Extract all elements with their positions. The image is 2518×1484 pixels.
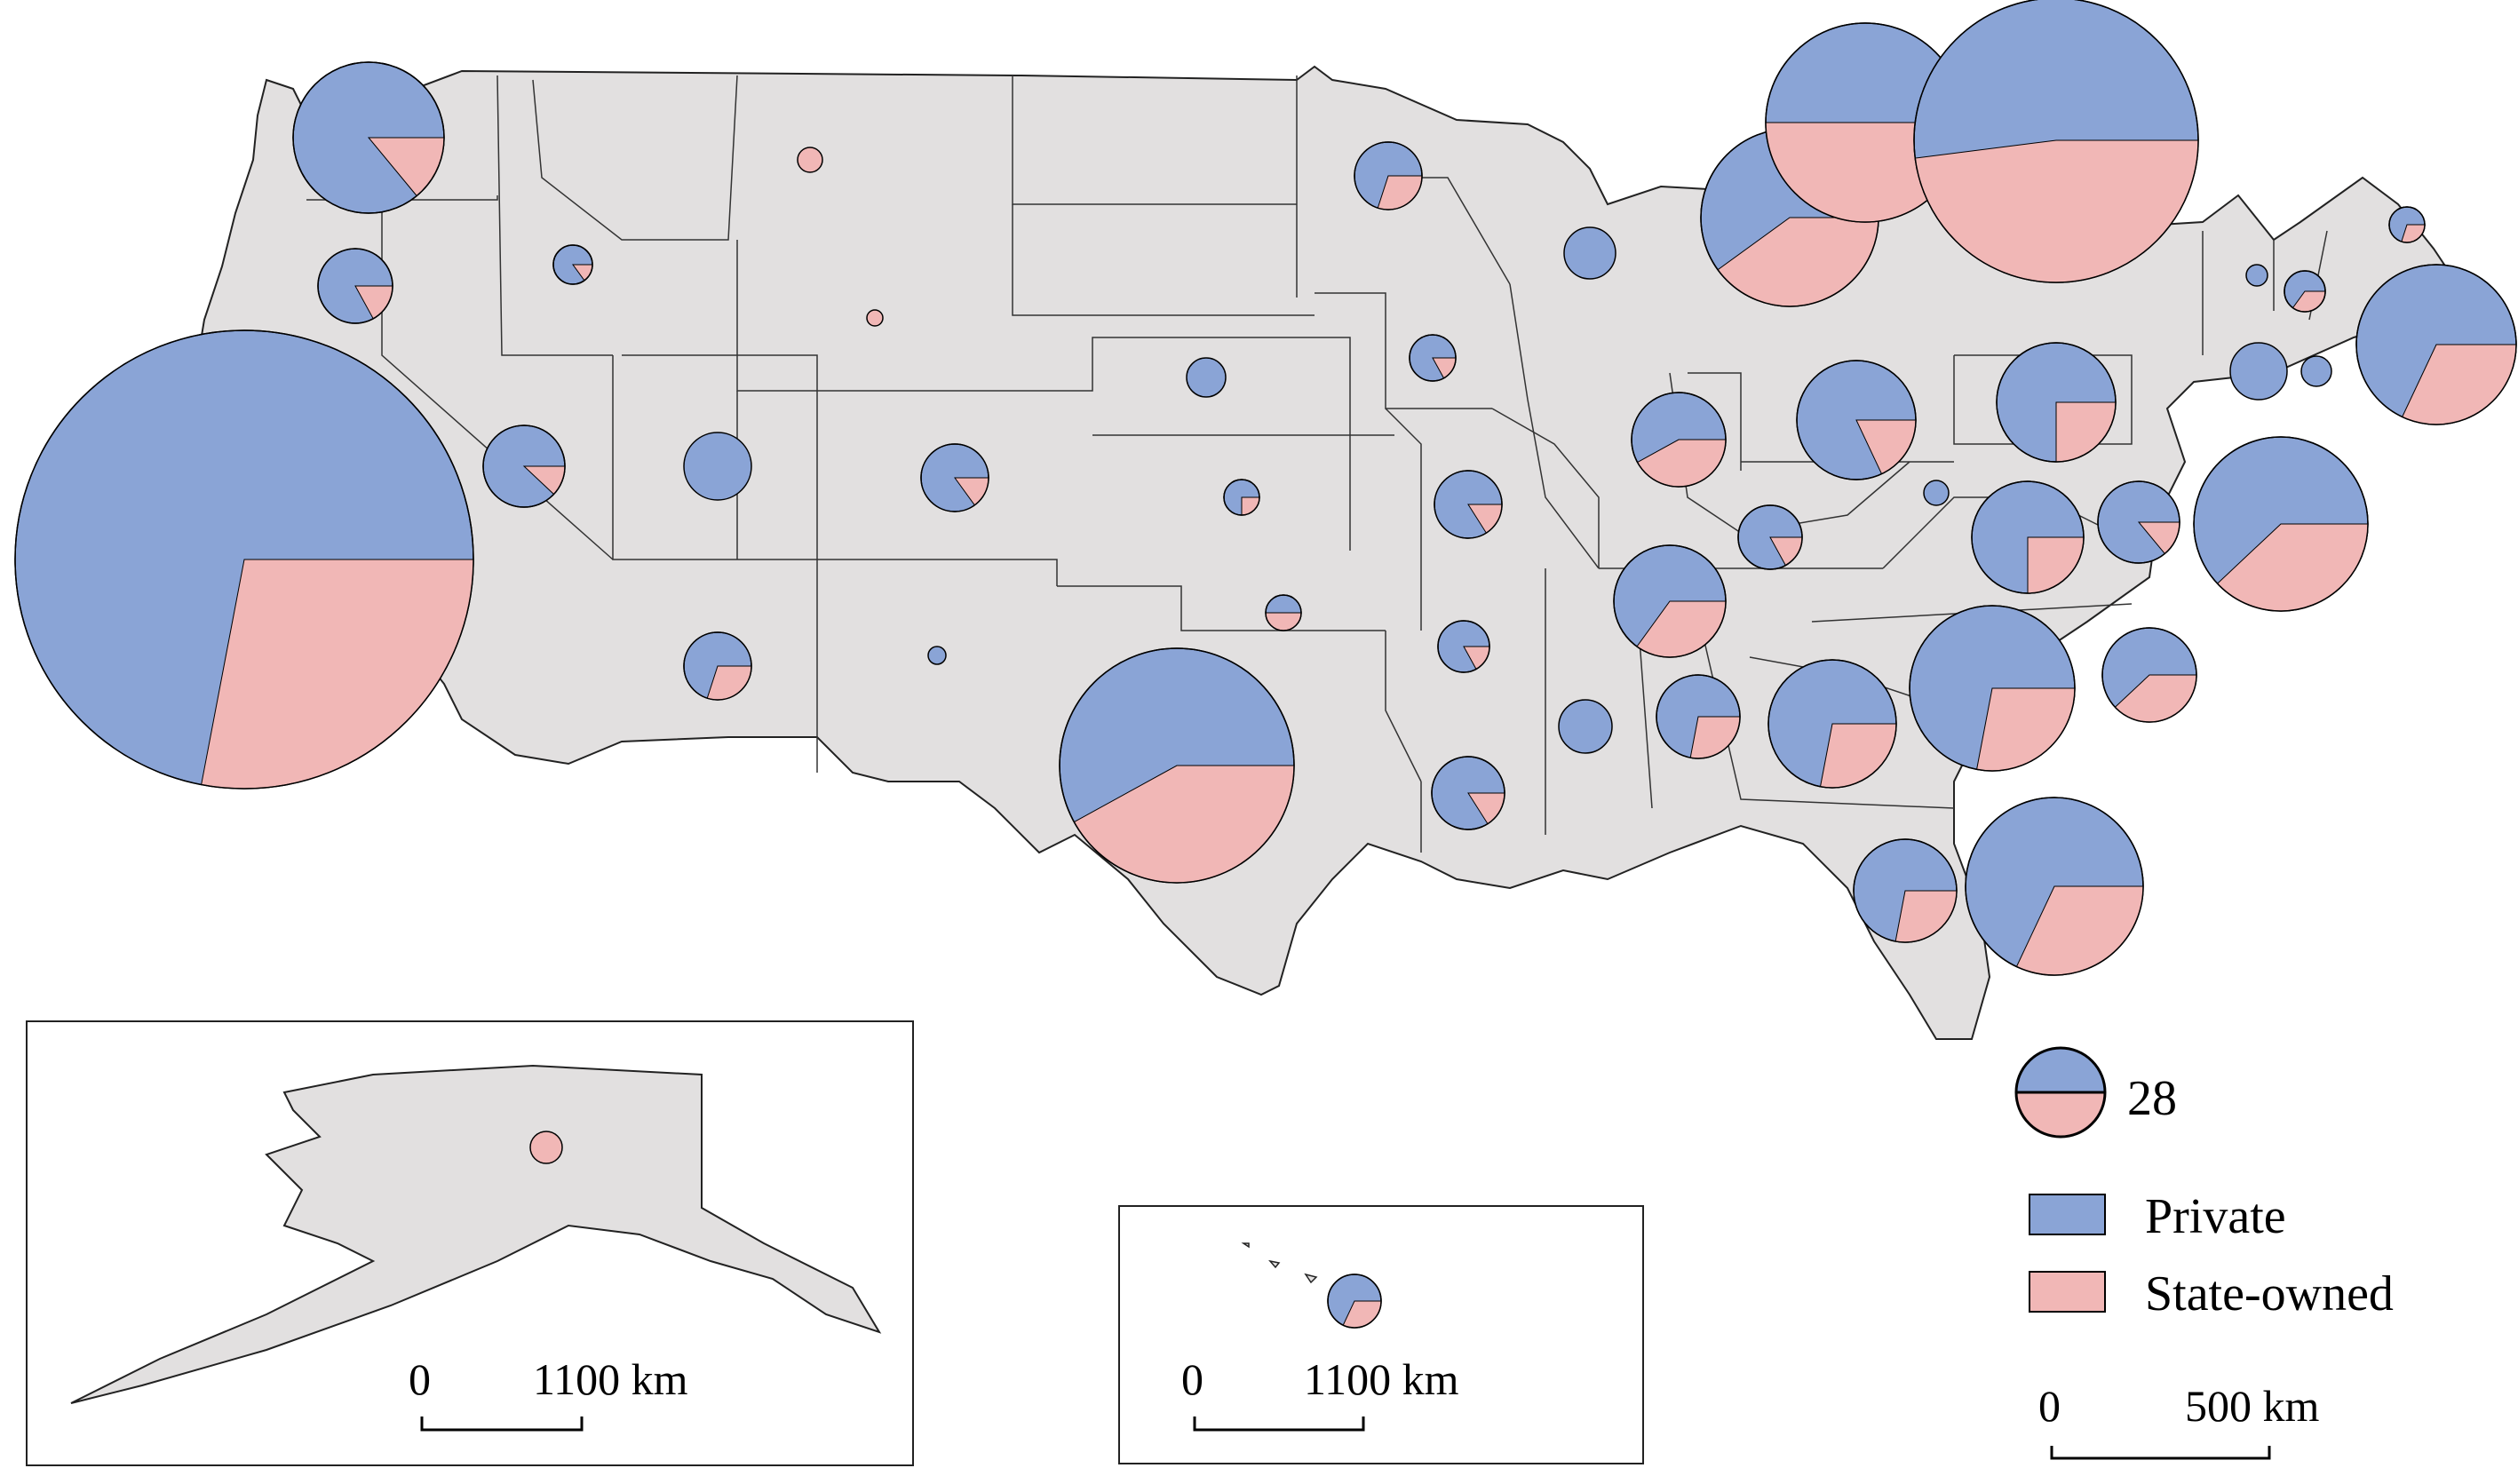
pie-co bbox=[920, 443, 989, 512]
pie-al bbox=[1656, 674, 1741, 759]
pie-tx bbox=[1059, 647, 1295, 884]
pie-sc bbox=[1965, 797, 2144, 976]
pie-slice-private bbox=[1186, 357, 1227, 398]
pie-slice-state bbox=[797, 147, 823, 173]
scale-hawaii-start: 0 bbox=[1181, 1354, 1203, 1404]
pie-me bbox=[2388, 206, 2426, 243]
scale-hawaii-end: 1100 km bbox=[1304, 1354, 1459, 1404]
pie-az bbox=[683, 631, 752, 701]
legend-state-label: State-owned bbox=[2145, 1266, 2394, 1321]
pie-mt bbox=[797, 147, 823, 173]
pie-ny bbox=[1913, 0, 2199, 283]
alaska-inset bbox=[26, 1020, 914, 1466]
pie-ne bbox=[1186, 357, 1227, 398]
pie-mo bbox=[1434, 470, 1503, 539]
pie-slice-private bbox=[2245, 264, 2268, 287]
pie-slice-private bbox=[927, 646, 947, 665]
pie-nc bbox=[1909, 605, 2076, 772]
pie-slice-state bbox=[866, 309, 884, 327]
ownership-pies bbox=[14, 0, 2517, 1329]
pie-slice-private bbox=[1563, 226, 1616, 280]
pie-ar bbox=[1437, 620, 1490, 673]
pie-mn bbox=[1354, 141, 1423, 210]
pie-or bbox=[317, 248, 393, 324]
legend-size-circle bbox=[2014, 1046, 2107, 1139]
pie-nh bbox=[2284, 270, 2326, 313]
scale-alaska-end: 1100 km bbox=[533, 1354, 688, 1404]
pie-ri bbox=[2300, 355, 2332, 387]
scale-bar-main: 0 500 km bbox=[2038, 1381, 2320, 1460]
pie-la bbox=[1431, 756, 1505, 830]
alaska-land bbox=[70, 1064, 882, 1404]
pie-il bbox=[1631, 392, 1727, 488]
hawaii-islands bbox=[1241, 1242, 1371, 1327]
pie-wv bbox=[1923, 480, 1950, 506]
pie-nv bbox=[482, 425, 566, 508]
legend-size-value: 28 bbox=[2127, 1071, 2177, 1126]
pie-hi bbox=[1327, 1274, 1382, 1329]
pie-id bbox=[552, 244, 593, 285]
pie-ks bbox=[1223, 479, 1260, 516]
scale-main-end: 500 km bbox=[2185, 1381, 2320, 1431]
pie-slice-private bbox=[2300, 355, 2332, 387]
pie-slice-state bbox=[529, 1131, 563, 1164]
legend: 28 Private State-owned bbox=[2014, 1046, 2394, 1321]
pie-ut bbox=[683, 432, 752, 501]
pie-slice-private bbox=[2229, 342, 2288, 401]
pie-va bbox=[1971, 480, 2085, 594]
legend-private-label: Private bbox=[2145, 1189, 2286, 1244]
pie-ct bbox=[2229, 342, 2288, 401]
pie-ca bbox=[14, 329, 474, 790]
pie-nj bbox=[2193, 436, 2369, 612]
pie-wy bbox=[866, 309, 884, 327]
pie-ak bbox=[529, 1131, 563, 1164]
pie-pa bbox=[1996, 342, 2117, 463]
pie-slice-private bbox=[1558, 699, 1613, 754]
us-mainland-land bbox=[194, 65, 2453, 1040]
scale-bar-alaska: 0 1100 km bbox=[409, 1354, 688, 1432]
pie-de bbox=[2101, 627, 2197, 723]
pie-ky bbox=[1737, 504, 1803, 570]
scale-main-start: 0 bbox=[2038, 1381, 2061, 1431]
scale-bar-hawaii: 0 1100 km bbox=[1181, 1354, 1459, 1432]
pie-vt bbox=[2245, 264, 2268, 287]
hawaii-inset bbox=[1118, 1205, 1644, 1464]
pie-slice-state bbox=[201, 559, 474, 790]
pie-ok bbox=[1265, 594, 1302, 631]
pie-fl bbox=[1853, 838, 1958, 943]
legend-state-swatch bbox=[2029, 1271, 2106, 1313]
pie-ga bbox=[1767, 659, 1897, 789]
scale-alaska-start: 0 bbox=[409, 1354, 431, 1404]
pie-slice-state bbox=[1975, 687, 2076, 772]
pie-md bbox=[2097, 480, 2180, 564]
legend-private-swatch bbox=[2029, 1194, 2106, 1235]
pie-ia bbox=[1409, 334, 1457, 382]
pie-nm bbox=[927, 646, 947, 665]
pie-slice-private bbox=[1923, 480, 1950, 506]
pie-ma bbox=[2355, 264, 2517, 425]
pie-wi bbox=[1563, 226, 1616, 280]
main-map bbox=[26, 65, 2453, 1466]
pie-wa bbox=[292, 61, 445, 214]
pie-ms bbox=[1558, 699, 1613, 754]
pie-oh bbox=[1796, 360, 1917, 480]
pie-tn bbox=[1613, 544, 1727, 658]
pie-slice-private bbox=[683, 432, 752, 501]
